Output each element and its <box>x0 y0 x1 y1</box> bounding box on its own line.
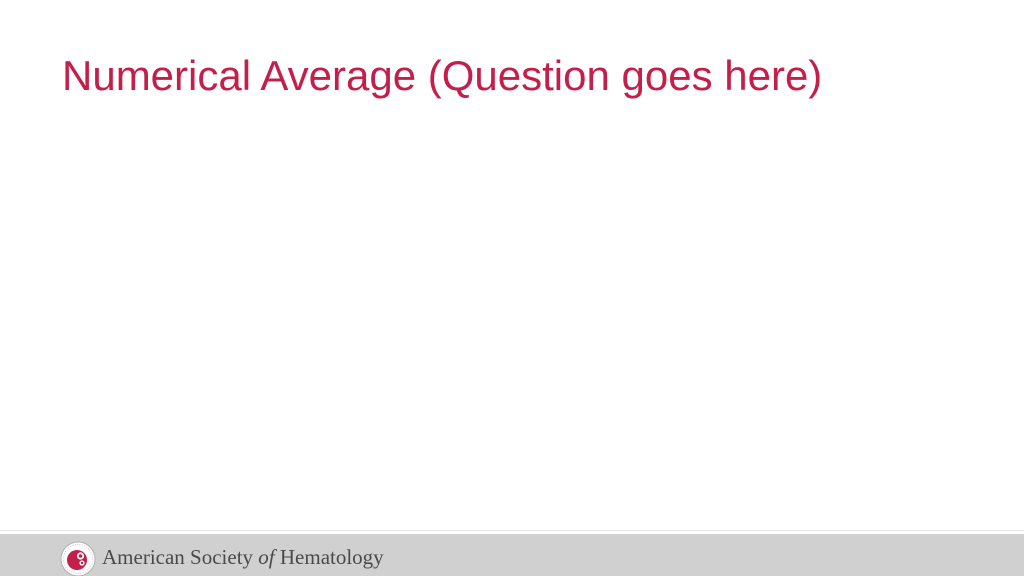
slide-title: Numerical Average (Question goes here) <box>62 52 823 99</box>
ash-seal-icon <box>60 541 96 576</box>
org-name-part2: Hematology <box>274 545 384 569</box>
footer-bar: American Society of Hematology <box>0 534 1024 576</box>
footer-divider <box>0 530 1024 531</box>
organization-name: American Society of Hematology <box>102 544 384 570</box>
org-name-italic: of <box>258 545 275 569</box>
org-name-part1: American Society <box>102 545 259 569</box>
